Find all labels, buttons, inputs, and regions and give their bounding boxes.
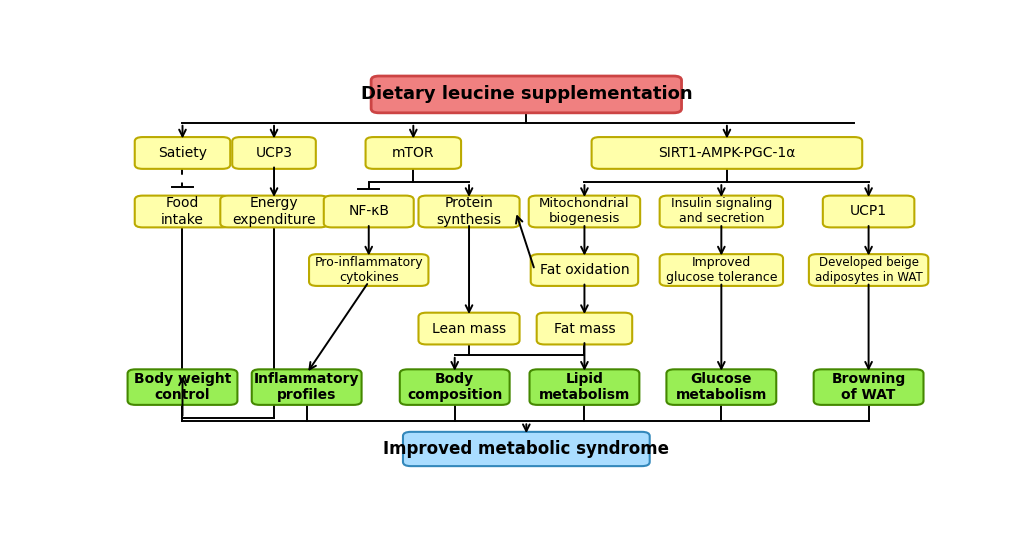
Text: Improved metabolic syndrome: Improved metabolic syndrome bbox=[383, 440, 670, 458]
Text: Mitochondrial
biogenesis: Mitochondrial biogenesis bbox=[539, 198, 630, 225]
FancyBboxPatch shape bbox=[809, 254, 928, 286]
Text: Body
composition: Body composition bbox=[407, 372, 502, 402]
Text: Energy
expenditure: Energy expenditure bbox=[232, 197, 316, 226]
FancyBboxPatch shape bbox=[127, 369, 237, 405]
FancyBboxPatch shape bbox=[371, 76, 682, 113]
Text: NF-κB: NF-κB bbox=[348, 205, 389, 218]
FancyBboxPatch shape bbox=[667, 369, 776, 405]
FancyBboxPatch shape bbox=[366, 137, 461, 169]
Text: Developed beige
adiposytes in WAT: Developed beige adiposytes in WAT bbox=[814, 256, 922, 284]
FancyBboxPatch shape bbox=[400, 369, 509, 405]
Text: Pro-inflammatory
cytokines: Pro-inflammatory cytokines bbox=[314, 256, 423, 284]
Text: Protein
synthesis: Protein synthesis bbox=[436, 197, 501, 226]
Text: Food
intake: Food intake bbox=[161, 197, 204, 226]
Text: SIRT1-AMPK-PGC-1α: SIRT1-AMPK-PGC-1α bbox=[658, 146, 796, 160]
Text: Lean mass: Lean mass bbox=[432, 321, 506, 336]
FancyBboxPatch shape bbox=[135, 137, 230, 169]
FancyBboxPatch shape bbox=[252, 369, 362, 405]
FancyBboxPatch shape bbox=[659, 195, 783, 228]
FancyBboxPatch shape bbox=[309, 254, 428, 286]
FancyBboxPatch shape bbox=[418, 313, 520, 344]
FancyBboxPatch shape bbox=[537, 313, 633, 344]
Text: Inflammatory
profiles: Inflammatory profiles bbox=[254, 372, 359, 402]
Text: Lipid
metabolism: Lipid metabolism bbox=[539, 372, 631, 402]
Text: UCP3: UCP3 bbox=[256, 146, 293, 160]
FancyBboxPatch shape bbox=[221, 195, 328, 228]
FancyBboxPatch shape bbox=[813, 369, 923, 405]
FancyBboxPatch shape bbox=[659, 254, 783, 286]
FancyBboxPatch shape bbox=[135, 195, 230, 228]
FancyBboxPatch shape bbox=[418, 195, 520, 228]
FancyBboxPatch shape bbox=[232, 137, 316, 169]
Text: Insulin signaling
and secretion: Insulin signaling and secretion bbox=[671, 198, 772, 225]
FancyBboxPatch shape bbox=[324, 195, 414, 228]
FancyBboxPatch shape bbox=[823, 195, 914, 228]
FancyBboxPatch shape bbox=[531, 254, 638, 286]
FancyBboxPatch shape bbox=[529, 195, 640, 228]
Text: Improved
glucose tolerance: Improved glucose tolerance bbox=[665, 256, 777, 284]
Text: Dietary leucine supplementation: Dietary leucine supplementation bbox=[360, 85, 692, 103]
Text: Fat mass: Fat mass bbox=[554, 321, 615, 336]
Text: Satiety: Satiety bbox=[158, 146, 207, 160]
Text: Body weight
control: Body weight control bbox=[134, 372, 231, 402]
Text: Fat oxidation: Fat oxidation bbox=[539, 263, 630, 277]
FancyBboxPatch shape bbox=[592, 137, 863, 169]
FancyBboxPatch shape bbox=[530, 369, 640, 405]
FancyBboxPatch shape bbox=[403, 432, 650, 466]
Text: Browning
of WAT: Browning of WAT bbox=[832, 372, 906, 402]
Text: mTOR: mTOR bbox=[392, 146, 434, 160]
Text: UCP1: UCP1 bbox=[850, 205, 887, 218]
Text: Glucose
metabolism: Glucose metabolism bbox=[676, 372, 767, 402]
